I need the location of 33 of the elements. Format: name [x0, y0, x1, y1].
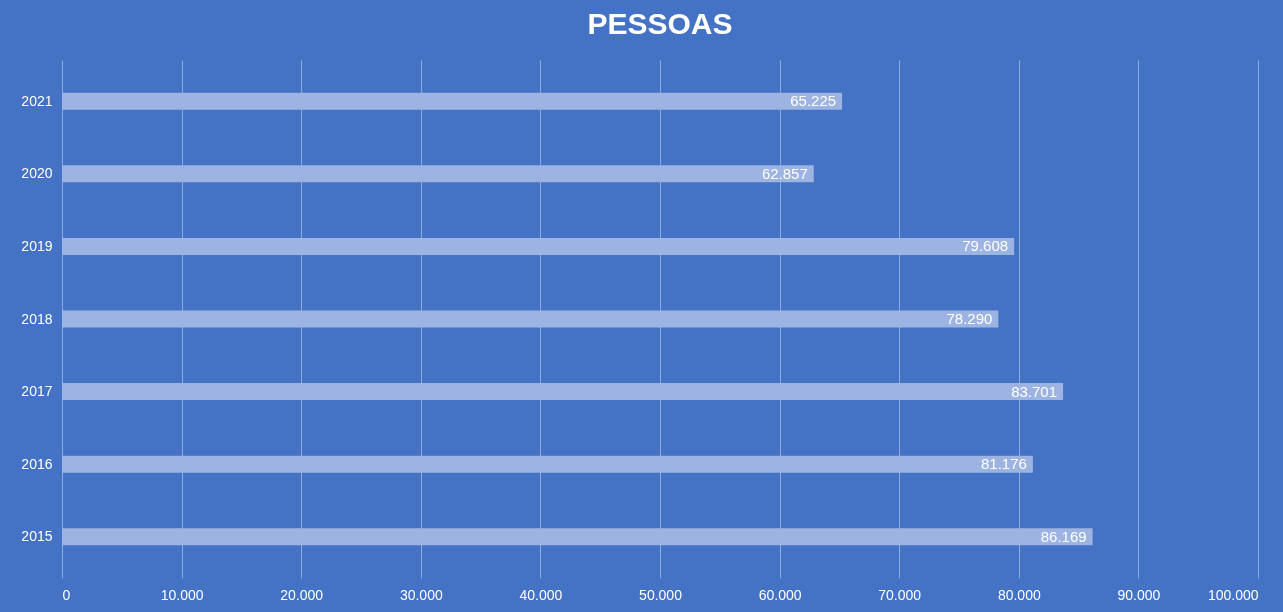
x-tick-label: 100.000: [1207, 586, 1259, 603]
x-tick-label: 0: [62, 586, 71, 603]
data-label: 65.225: [790, 92, 837, 110]
data-label: 62.857: [761, 164, 808, 182]
x-tick-label: 70.000: [878, 586, 922, 603]
x-tick-label: 90.000: [1117, 586, 1161, 603]
chart-title: PESSOAS: [587, 7, 733, 40]
bar: [62, 310, 999, 328]
data-label: 83.701: [1011, 382, 1058, 400]
y-tick-label: 2015: [21, 528, 53, 545]
y-tick-label: 2018: [21, 310, 53, 327]
data-label: 78.290: [946, 310, 993, 327]
y-tick-label: 2016: [21, 455, 53, 472]
bar: [62, 165, 814, 183]
y-tick-label: 2021: [21, 92, 53, 109]
bar: [62, 455, 1033, 473]
data-label: 81.176: [980, 455, 1027, 473]
x-tick-label: 60.000: [758, 586, 802, 603]
data-label: 86.169: [1040, 527, 1087, 545]
x-tick-label: 80.000: [997, 586, 1041, 603]
bar: [62, 528, 1093, 546]
x-tick-label: 20.000: [280, 586, 324, 603]
bar: [62, 383, 1064, 401]
bar: [62, 237, 1015, 255]
y-tick-label: 2017: [21, 383, 53, 400]
y-tick-label: 2020: [21, 165, 53, 182]
data-label: 79.608: [962, 237, 1009, 255]
x-tick-label: 40.000: [519, 586, 563, 603]
y-tick-label: 2019: [21, 237, 53, 254]
x-tick-label: 50.000: [639, 586, 683, 603]
x-tick-label: 30.000: [399, 586, 443, 603]
bar: [62, 92, 843, 110]
x-tick-label: 10.000: [160, 586, 204, 603]
